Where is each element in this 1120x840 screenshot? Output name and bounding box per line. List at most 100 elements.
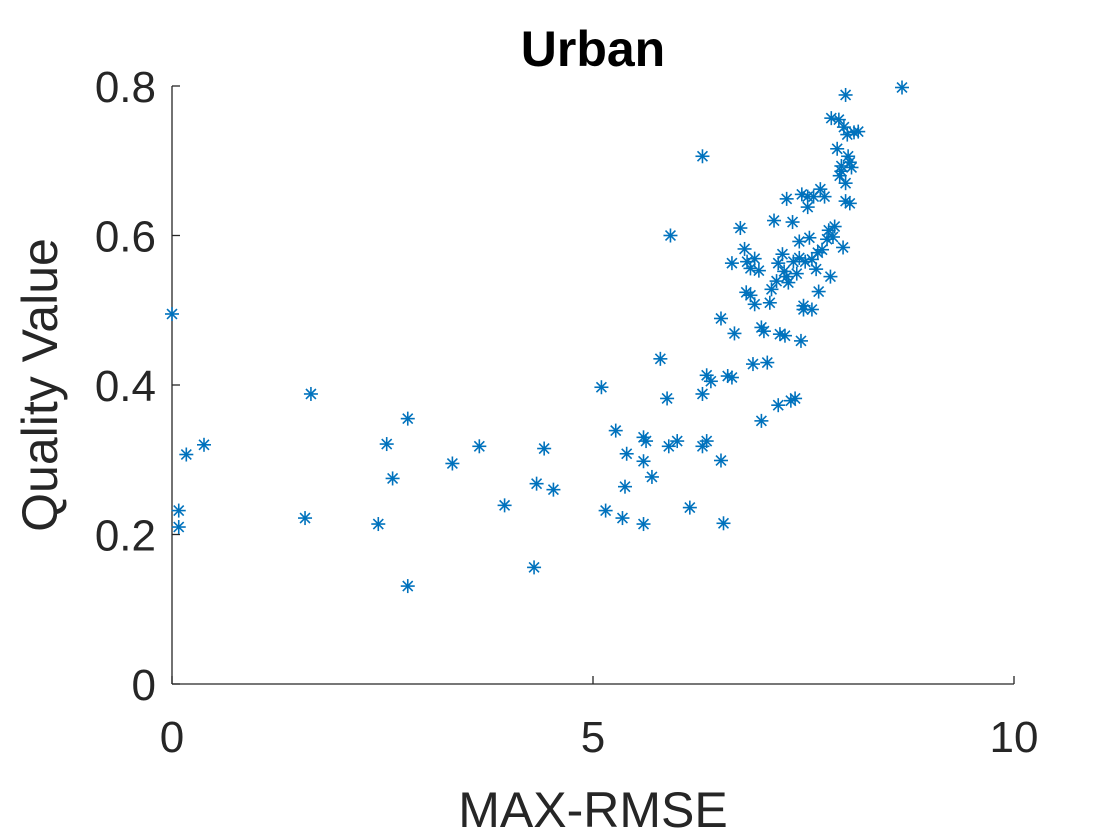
data-point bbox=[775, 247, 790, 262]
chart-title: Urban bbox=[521, 21, 665, 77]
data-point bbox=[171, 520, 186, 535]
data-point bbox=[724, 370, 739, 385]
data-points bbox=[165, 80, 910, 594]
data-point bbox=[699, 434, 714, 449]
data-point bbox=[895, 80, 910, 95]
data-point bbox=[608, 423, 623, 438]
x-axis-ticks: 0 5 10 bbox=[160, 676, 1039, 762]
data-point bbox=[813, 182, 828, 197]
data-point bbox=[747, 297, 762, 312]
data-point bbox=[838, 87, 853, 102]
data-point bbox=[747, 251, 762, 266]
data-point bbox=[472, 439, 487, 454]
data-point bbox=[303, 386, 318, 401]
data-point bbox=[831, 112, 846, 127]
data-point bbox=[764, 282, 779, 297]
data-point bbox=[619, 446, 634, 461]
data-point bbox=[767, 213, 782, 228]
data-point bbox=[754, 413, 769, 428]
data-point bbox=[171, 503, 186, 518]
data-point bbox=[823, 269, 838, 284]
y-tick-label: 0.8 bbox=[95, 63, 156, 112]
data-point bbox=[789, 266, 804, 281]
data-point bbox=[800, 200, 815, 215]
data-point bbox=[546, 482, 561, 497]
data-point bbox=[537, 441, 552, 456]
data-point bbox=[636, 454, 651, 469]
x-axis-title: MAX-RMSE bbox=[458, 782, 727, 838]
data-point bbox=[713, 311, 728, 326]
data-point bbox=[838, 176, 853, 191]
data-point bbox=[400, 411, 415, 426]
data-point bbox=[844, 160, 859, 175]
data-point bbox=[527, 560, 542, 575]
data-point bbox=[817, 189, 832, 204]
data-point bbox=[497, 498, 512, 513]
x-tick-label: 10 bbox=[990, 713, 1039, 762]
data-point bbox=[830, 141, 845, 156]
x-tick-label: 5 bbox=[581, 713, 605, 762]
y-axis-ticks: 0 0.2 0.4 0.6 0.8 bbox=[95, 63, 180, 710]
data-point bbox=[804, 302, 819, 317]
data-point bbox=[815, 242, 830, 257]
data-point bbox=[737, 241, 752, 256]
data-point bbox=[663, 228, 678, 243]
y-tick-label: 0.2 bbox=[95, 512, 156, 561]
data-point bbox=[794, 187, 809, 202]
data-point bbox=[785, 215, 800, 230]
data-point bbox=[788, 391, 803, 406]
data-point bbox=[298, 511, 313, 526]
data-point bbox=[660, 391, 675, 406]
data-point bbox=[371, 517, 386, 532]
data-point bbox=[811, 284, 826, 299]
data-point bbox=[529, 476, 544, 491]
data-point bbox=[754, 320, 769, 335]
data-point bbox=[777, 328, 792, 343]
data-point bbox=[792, 234, 807, 249]
data-point bbox=[779, 191, 794, 206]
data-point bbox=[653, 351, 668, 366]
data-point bbox=[617, 479, 632, 494]
data-point bbox=[756, 324, 771, 339]
data-point bbox=[842, 196, 857, 211]
data-point bbox=[733, 221, 748, 236]
data-point bbox=[724, 256, 739, 271]
data-point bbox=[781, 275, 796, 290]
data-point bbox=[809, 262, 824, 277]
data-point bbox=[179, 447, 194, 462]
data-point bbox=[682, 500, 697, 515]
data-point bbox=[598, 503, 613, 518]
data-point bbox=[445, 456, 460, 471]
data-point bbox=[825, 229, 840, 244]
data-point bbox=[716, 516, 731, 531]
data-point bbox=[594, 380, 609, 395]
data-point bbox=[385, 471, 400, 486]
data-point bbox=[827, 219, 842, 234]
data-point bbox=[802, 230, 817, 245]
data-point bbox=[703, 374, 718, 389]
x-tick-label: 0 bbox=[160, 713, 184, 762]
data-point bbox=[713, 453, 728, 468]
y-axis-title: Quality Value bbox=[12, 238, 68, 532]
plot-area: 0 5 10 0 0.2 0.4 0.6 0.8 bbox=[95, 63, 1039, 762]
data-point bbox=[615, 511, 630, 526]
data-point bbox=[379, 437, 394, 452]
y-tick-label: 0.4 bbox=[95, 362, 156, 411]
y-tick-label: 0 bbox=[132, 661, 156, 710]
data-point bbox=[751, 263, 766, 278]
data-point bbox=[792, 250, 807, 265]
data-point bbox=[165, 306, 179, 321]
data-point bbox=[695, 149, 710, 164]
data-point bbox=[727, 326, 742, 341]
data-point bbox=[644, 469, 659, 484]
data-point bbox=[836, 240, 851, 255]
data-point bbox=[851, 124, 866, 139]
y-tick-label: 0.6 bbox=[95, 213, 156, 262]
data-point bbox=[196, 437, 211, 452]
data-point bbox=[636, 430, 651, 445]
data-point bbox=[639, 434, 654, 449]
data-point bbox=[400, 579, 415, 594]
data-point bbox=[771, 398, 786, 413]
data-point bbox=[695, 386, 710, 401]
